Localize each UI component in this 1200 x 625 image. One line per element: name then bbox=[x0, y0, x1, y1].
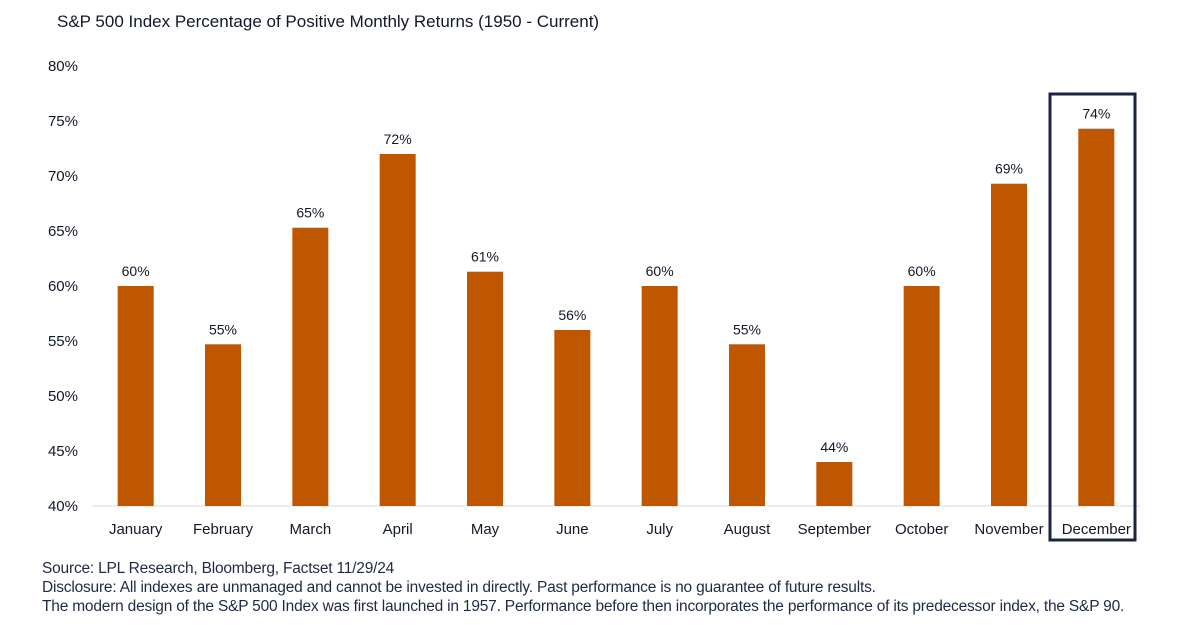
y-tick-label: 40% bbox=[48, 498, 78, 515]
x-tick-label-october: October bbox=[895, 521, 948, 538]
y-tick-label: 50% bbox=[48, 388, 78, 405]
data-label-december: 74% bbox=[1082, 106, 1110, 122]
x-tick-label-april: April bbox=[383, 521, 413, 538]
data-label-march: 65% bbox=[296, 205, 324, 221]
data-label-october: 60% bbox=[908, 263, 936, 279]
x-axis-labels-group: January February March April May June July Augu… bbox=[109, 521, 1131, 538]
data-label-july: 60% bbox=[646, 263, 674, 279]
bar-august bbox=[729, 344, 765, 506]
data-label-january: 60% bbox=[122, 263, 150, 279]
bar-july bbox=[641, 286, 678, 506]
y-tick-label: 45% bbox=[48, 443, 78, 460]
data-label-june: 56% bbox=[558, 307, 586, 323]
x-tick-label-september: September bbox=[798, 521, 871, 538]
bar-september bbox=[816, 462, 853, 506]
y-tick-label: 55% bbox=[48, 333, 78, 350]
bar-november bbox=[991, 183, 1027, 506]
x-tick-label-july: July bbox=[646, 521, 673, 538]
bars-group bbox=[117, 128, 1115, 506]
bar-january bbox=[117, 286, 154, 506]
y-tick-label: 60% bbox=[48, 278, 78, 295]
data-label-august: 55% bbox=[733, 321, 761, 337]
x-tick-label-may: May bbox=[471, 521, 500, 538]
bar-april bbox=[379, 154, 416, 506]
data-label-april: 72% bbox=[384, 131, 412, 147]
x-tick-label-february: February bbox=[193, 521, 254, 538]
y-axis: 40% 45% 50% 55% 60% 65% 70% 75% 80% bbox=[48, 58, 78, 515]
x-tick-label-march: March bbox=[289, 521, 331, 538]
y-tick-label: 70% bbox=[48, 168, 78, 185]
data-label-february: 55% bbox=[209, 321, 237, 337]
data-label-may: 61% bbox=[471, 249, 499, 265]
disclosure-note: Disclosure: All indexes are unmanaged an… bbox=[42, 579, 876, 596]
chart-title: S&P 500 Index Percentage of Positive Mon… bbox=[57, 12, 599, 31]
bar-december bbox=[1078, 128, 1115, 506]
x-tick-label-august: August bbox=[724, 521, 772, 538]
source-note: Source: LPL Research, Bloomberg, Factset… bbox=[42, 560, 395, 577]
y-tick-label: 65% bbox=[48, 223, 78, 240]
data-label-september: 44% bbox=[820, 439, 848, 455]
bar-june bbox=[554, 330, 591, 506]
x-tick-label-december: December bbox=[1062, 521, 1131, 538]
bar-february bbox=[205, 344, 241, 506]
data-labels-group: 60% 55% 65% 72% 61% 56% 60% 55% 44% 60% 69% 74% bbox=[122, 106, 1111, 455]
methodology-note: The modern design of the S&P 500 Index w… bbox=[42, 598, 1125, 615]
bar-october bbox=[903, 286, 940, 506]
data-label-november: 69% bbox=[995, 161, 1023, 177]
x-tick-label-january: January bbox=[109, 521, 163, 538]
bar-may bbox=[467, 271, 503, 506]
x-tick-label-november: November bbox=[974, 521, 1043, 538]
x-tick-label-june: June bbox=[556, 521, 589, 538]
y-tick-label: 80% bbox=[48, 58, 78, 75]
chart-footer: Source: LPL Research, Bloomberg, Factset… bbox=[42, 559, 1192, 616]
bar-march bbox=[292, 227, 329, 506]
december-highlight-box bbox=[1048, 92, 1137, 542]
y-tick-label: 75% bbox=[48, 113, 78, 130]
